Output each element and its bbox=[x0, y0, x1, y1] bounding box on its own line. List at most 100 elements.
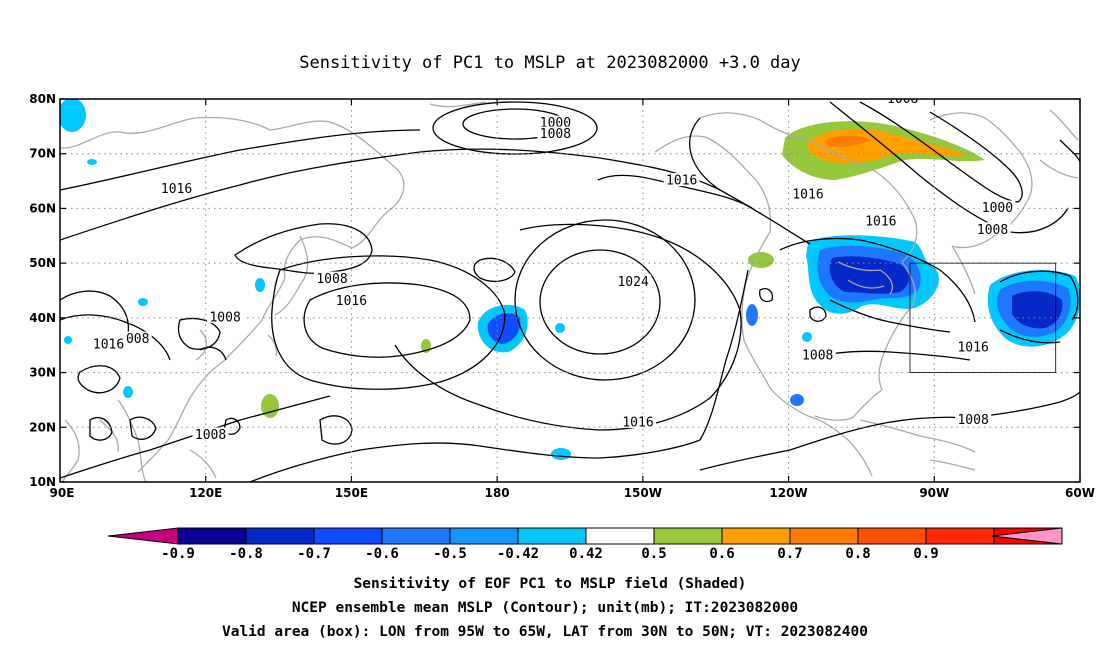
shade-spot bbox=[255, 278, 265, 292]
contour-label: 1008 bbox=[887, 92, 918, 107]
colorbar-label: 0.42 bbox=[569, 546, 603, 562]
contour-label: 1008 bbox=[195, 428, 226, 443]
lat-tick-label: 60N bbox=[29, 201, 56, 215]
contour-label: 1024 bbox=[617, 275, 648, 290]
contour-label-bg bbox=[799, 348, 836, 362]
caption-line-3: Valid area (box): LON from 95W to 65W, L… bbox=[222, 624, 868, 640]
colorbar-arrow-left bbox=[107, 527, 179, 545]
colorbar-segment bbox=[381, 527, 451, 545]
shade-spot bbox=[60, 99, 86, 132]
contour-label: 1008 bbox=[802, 349, 833, 364]
colorbar-segment bbox=[449, 527, 519, 545]
sensitivity-shading bbox=[60, 99, 1080, 460]
contour-label-bg bbox=[207, 309, 244, 323]
colorbar-label: 0.9 bbox=[913, 546, 938, 562]
lat-tick-label: 20N bbox=[29, 420, 56, 434]
colorbar-arrow-right bbox=[991, 527, 1063, 545]
colorbar-segment bbox=[925, 527, 995, 545]
shade-spot bbox=[551, 448, 571, 460]
plot-frame bbox=[59, 98, 1081, 483]
colorbar-segment bbox=[245, 527, 315, 545]
colorbar-label: 0.5 bbox=[641, 546, 666, 562]
figure-title: Sensitivity of PC1 to MSLP at 2023082000… bbox=[299, 53, 801, 73]
shade-atlantic-dark bbox=[1012, 291, 1063, 329]
shade-pacific-mid bbox=[487, 313, 521, 344]
colorbar-segment bbox=[313, 527, 383, 545]
colorbar-segment bbox=[585, 527, 655, 545]
shade-spot bbox=[138, 298, 148, 306]
colorbar-segment bbox=[721, 527, 791, 545]
latitude-axis: 80N 70N 60N 50N 40N 30N 20N 10N bbox=[29, 92, 1080, 489]
contour-label: 1016 bbox=[336, 294, 367, 309]
shade-spot bbox=[64, 336, 72, 344]
longitude-axis: 90E 120E 150E 180 150W 120W 90W 60W bbox=[50, 99, 1095, 500]
contour-label: 1008 bbox=[209, 310, 240, 325]
colorbar-label: 0.7 bbox=[777, 546, 802, 562]
lon-tick-label: 120E bbox=[189, 486, 222, 500]
lon-tick-label: 120W bbox=[769, 486, 807, 500]
lat-tick-label: 70N bbox=[29, 147, 56, 161]
lon-tick-label: 90W bbox=[919, 486, 949, 500]
contour-label: 1008 bbox=[540, 127, 571, 142]
contour-label: 1000 bbox=[982, 201, 1013, 216]
contour-label: 1008 bbox=[316, 272, 347, 287]
valid-area-box bbox=[909, 262, 1057, 373]
contour-label-bg bbox=[123, 331, 152, 345]
lon-tick-label: 60W bbox=[1065, 486, 1095, 500]
contour-label: 1008 bbox=[977, 223, 1008, 238]
contour-label-bg bbox=[333, 293, 370, 307]
mslp-contours bbox=[60, 101, 1080, 482]
contour-label-bg bbox=[314, 271, 350, 285]
shade-spot bbox=[123, 386, 133, 398]
shade-spot bbox=[746, 304, 758, 326]
contour-label-bg bbox=[537, 115, 574, 129]
colorbar-label: -0.7 bbox=[297, 546, 331, 562]
contour-label-bg bbox=[158, 181, 195, 195]
contour-label: 008 bbox=[126, 332, 149, 347]
shade-spot bbox=[555, 323, 565, 333]
colorbar-label: -0.9 bbox=[161, 546, 195, 562]
contour-label-bg bbox=[955, 339, 992, 353]
colorbar-segment bbox=[857, 527, 927, 545]
caption-line-2: NCEP ensemble mean MSLP (Contour); unit(… bbox=[292, 600, 798, 616]
lon-tick-label: 150E bbox=[335, 486, 368, 500]
shade-spot bbox=[790, 394, 804, 406]
shade-spot bbox=[748, 252, 774, 268]
shade-spot bbox=[87, 159, 97, 165]
contour-label: 1016 bbox=[792, 187, 823, 202]
contour-label-bg bbox=[862, 214, 899, 228]
contour-label: 1008 bbox=[957, 413, 988, 428]
contour-label-bg bbox=[192, 427, 229, 441]
colorbar-segment bbox=[653, 527, 723, 545]
contour-label: 1016 bbox=[622, 415, 653, 430]
lat-tick-label: 10N bbox=[29, 475, 56, 489]
colorbar-label: -0.6 bbox=[365, 546, 399, 562]
lon-tick-label: 180 bbox=[485, 486, 510, 500]
contour-labels: 1000100810081016101610161016100010081008… bbox=[90, 92, 1016, 443]
shade-negative-dark bbox=[829, 256, 909, 294]
contour-label-bg bbox=[790, 186, 826, 200]
caption-line-1: Sensitivity of EOF PC1 to MSLP field (Sh… bbox=[354, 576, 747, 592]
colorbar-segment bbox=[789, 527, 859, 545]
shade-spot bbox=[802, 332, 812, 342]
colorbar-segment bbox=[177, 527, 247, 545]
contour-label-bg bbox=[537, 126, 574, 140]
lat-tick-label: 80N bbox=[29, 92, 56, 106]
contour-label-bg bbox=[979, 200, 1016, 214]
contour-label-bg bbox=[974, 222, 1011, 236]
colorbar-label: 0.6 bbox=[709, 546, 734, 562]
contour-label: 1016 bbox=[865, 215, 896, 230]
colorbar-label: -0.8 bbox=[229, 546, 263, 562]
colorbar-label: -0.42 bbox=[497, 546, 539, 562]
contour-label: 1016 bbox=[666, 174, 697, 189]
contour-label-bg bbox=[620, 414, 656, 428]
lat-tick-label: 40N bbox=[29, 311, 56, 325]
lon-tick-label: 150W bbox=[624, 486, 662, 500]
shade-positive-orange-2 bbox=[825, 135, 870, 147]
contour-label-bg bbox=[884, 99, 921, 105]
colorbar-label: 0.8 bbox=[845, 546, 870, 562]
contour-label-bg bbox=[615, 274, 652, 288]
lat-tick-label: 30N bbox=[29, 366, 56, 380]
contour-label: 1016 bbox=[93, 338, 124, 353]
